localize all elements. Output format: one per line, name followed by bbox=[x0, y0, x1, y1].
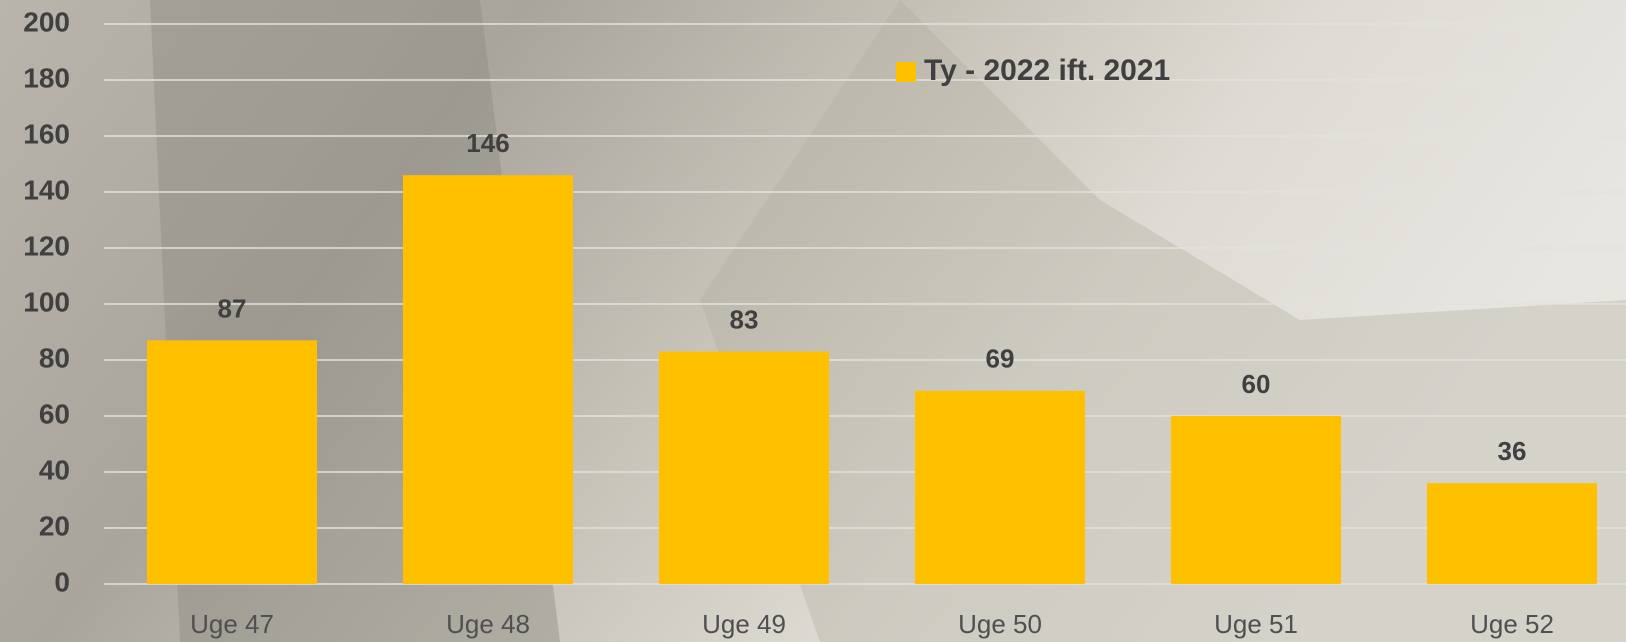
bar bbox=[1427, 483, 1597, 584]
y-tick-label: 180 bbox=[23, 62, 70, 93]
x-tick-label: Uge 49 bbox=[702, 609, 786, 639]
legend-swatch bbox=[896, 62, 916, 82]
x-tick-label: Uge 52 bbox=[1470, 609, 1554, 639]
bar bbox=[147, 340, 317, 584]
bar bbox=[659, 352, 829, 584]
y-tick-label: 160 bbox=[23, 118, 70, 149]
data-label: 83 bbox=[730, 304, 759, 334]
y-tick-label: 120 bbox=[23, 230, 70, 261]
x-tick-label: Uge 50 bbox=[958, 609, 1042, 639]
chart: 0 20 40 60 80 100 120 140 160 180 200 Uge 47 87 Uge 4… bbox=[0, 0, 1626, 642]
y-tick-label: 40 bbox=[39, 454, 70, 485]
data-label: 36 bbox=[1498, 436, 1527, 466]
data-label: 69 bbox=[986, 344, 1015, 374]
y-tick-label: 200 bbox=[23, 6, 70, 37]
y-tick-label: 0 bbox=[54, 566, 70, 597]
x-tick-label: Uge 47 bbox=[190, 609, 274, 639]
x-tick-label: Uge 48 bbox=[446, 609, 530, 639]
data-label: 87 bbox=[218, 293, 247, 323]
y-tick-label: 140 bbox=[23, 174, 70, 205]
bar bbox=[1171, 416, 1341, 584]
bar bbox=[403, 175, 573, 584]
y-tick-label: 20 bbox=[39, 510, 70, 541]
data-label: 146 bbox=[466, 128, 509, 158]
data-label: 60 bbox=[1242, 369, 1271, 399]
bar bbox=[915, 391, 1085, 584]
y-tick-label: 60 bbox=[39, 398, 70, 429]
y-tick-label: 80 bbox=[39, 342, 70, 373]
y-tick-label: 100 bbox=[23, 286, 70, 317]
legend-label: Ty - 2022 ift. 2021 bbox=[924, 54, 1170, 87]
x-tick-label: Uge 51 bbox=[1214, 609, 1298, 639]
